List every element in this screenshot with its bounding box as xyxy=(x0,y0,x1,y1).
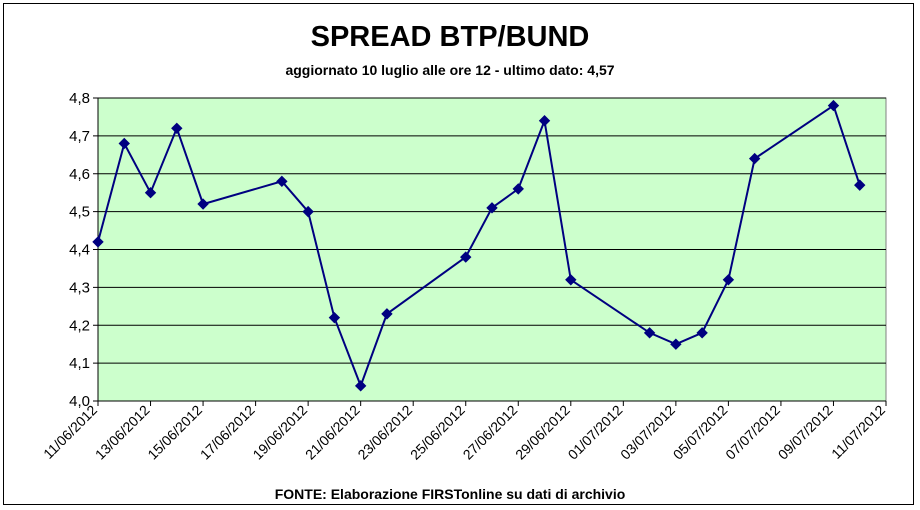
data-point xyxy=(118,137,130,150)
data-point xyxy=(381,308,393,320)
data-point xyxy=(565,274,577,286)
data-point xyxy=(197,198,209,210)
x-tick-label: 09/07/2012 xyxy=(775,402,836,463)
data-point xyxy=(670,338,682,350)
y-tick-label: 4,5 xyxy=(69,204,90,221)
y-axis: 4,0 4,1 4,2 4,3 4,4 4,5 4,6 4,7 4,8 xyxy=(69,90,99,410)
data-point xyxy=(722,274,735,286)
x-tick-label: 01/07/2012 xyxy=(565,402,626,463)
data-point xyxy=(486,202,498,214)
series-line xyxy=(97,104,861,389)
data-point xyxy=(92,236,104,248)
data-point xyxy=(171,122,183,135)
x-tick-label: 11/07/2012 xyxy=(828,402,888,462)
x-tick-label: 19/06/2012 xyxy=(249,402,310,463)
data-point xyxy=(512,183,524,195)
y-tick-label: 4,1 xyxy=(69,355,90,372)
y-tick-label: 4,0 xyxy=(69,393,90,410)
x-tick-label: 25/06/2012 xyxy=(407,402,468,463)
data-point xyxy=(748,152,761,165)
x-tick-label: 29/06/2012 xyxy=(512,402,573,463)
chart-title: SPREAD BTP/BUND xyxy=(311,21,590,53)
data-point xyxy=(328,311,341,324)
y-tick-label: 4,4 xyxy=(69,242,90,259)
data-point xyxy=(643,327,656,339)
x-tick-label: 13/06/2012 xyxy=(92,402,153,463)
x-tick-label: 05/07/2012 xyxy=(670,402,731,463)
data-point xyxy=(302,205,314,218)
data-point xyxy=(538,115,551,127)
y-tick-label: 4,8 xyxy=(69,90,90,107)
data-point xyxy=(854,179,866,191)
data-point xyxy=(696,327,708,339)
x-tick-label: 17/06/2012 xyxy=(197,402,258,463)
x-tick-label: 03/07/2012 xyxy=(617,402,678,463)
data-point xyxy=(354,380,367,392)
x-tick-label: 23/06/2012 xyxy=(354,402,415,463)
x-tick-label: 27/06/2012 xyxy=(460,402,521,463)
chart-subtitle: aggiornato 10 luglio alle ore 12 - ultim… xyxy=(285,62,614,78)
x-tick-label: 15/06/2012 xyxy=(144,402,205,463)
series-markers xyxy=(92,99,866,392)
y-tick-label: 4,3 xyxy=(69,279,90,296)
x-tick-label: 21/06/2012 xyxy=(302,402,363,463)
data-point xyxy=(827,99,840,112)
x-axis: 11/06/201213/06/201215/06/201217/06/2012… xyxy=(40,400,888,463)
x-tick-label: 11/06/2012 xyxy=(40,402,100,462)
data-point xyxy=(460,251,472,263)
x-tick-label: 07/07/2012 xyxy=(722,402,783,463)
y-tick-label: 4,6 xyxy=(69,166,90,183)
y-tick-label: 4,2 xyxy=(69,317,90,334)
data-point xyxy=(276,175,288,188)
source-note: FONTE: Elaborazione FIRSTonline su dati … xyxy=(275,486,626,502)
data-point xyxy=(144,186,157,199)
y-tick-label: 4,7 xyxy=(69,128,90,145)
